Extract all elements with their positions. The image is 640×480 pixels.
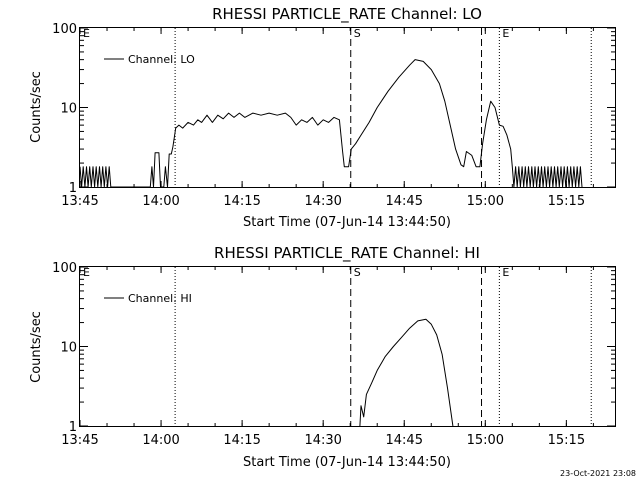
x-tick-label: 15:00 — [467, 433, 504, 448]
marker-group: S EE — [83, 266, 592, 426]
x-tick-label: 14:00 — [142, 433, 179, 448]
chart-title: RHESSI PARTICLE_RATE Channel: LO — [212, 5, 482, 24]
x-tick-label: 15:15 — [548, 194, 585, 209]
y-tick-label: 1 — [69, 181, 77, 196]
legend: Channel: HI — [104, 292, 192, 305]
legend-label: Channel: HI — [128, 292, 192, 305]
chart-hi: RHESSI PARTICLE_RATE Channel: HI Counts/… — [29, 244, 616, 470]
plot-frame — [79, 266, 616, 427]
legend-label: Channel: LO — [128, 53, 195, 66]
marker-label: E — [502, 27, 509, 40]
marker-label: S — [354, 266, 361, 279]
x-tick-label: 15:15 — [548, 433, 585, 448]
x-tick-label: 14:15 — [223, 433, 260, 448]
legend: Channel: LO — [104, 53, 195, 66]
y-tick-label: 100 — [52, 261, 77, 276]
y-axis-label: Counts/sec — [29, 71, 44, 143]
chart-title: RHESSI PARTICLE_RATE Channel: HI — [214, 244, 480, 263]
tick-group: 13:45 14:00 14:15 14:30 14:45 15:00 15:15 1 10 10… — [52, 261, 615, 448]
x-tick-label: 14:45 — [386, 194, 423, 209]
x-tick-label: 13:45 — [61, 194, 98, 209]
y-tick-label: 10 — [60, 341, 77, 356]
x-tick-label: 15:00 — [467, 194, 504, 209]
marker-label: E — [83, 27, 90, 40]
chart-lo: RHESSI PARTICLE_RATE Channel: LO Counts/… — [29, 5, 616, 230]
footer-timestamp: 23-Oct-2021 23:08 — [560, 469, 636, 478]
y-tick-label: 100 — [52, 22, 77, 37]
y-tick-label: 1 — [69, 420, 77, 435]
series-line — [79, 59, 583, 188]
y-axis-label: Counts/sec — [29, 311, 44, 383]
marker-group: S EE — [83, 27, 592, 187]
series-group — [359, 318, 454, 427]
x-tick-label: 14:45 — [386, 433, 423, 448]
x-tick-label: 14:00 — [142, 194, 179, 209]
marker-label: E — [83, 266, 90, 279]
plot-frame — [79, 27, 616, 188]
x-tick-label: 13:45 — [61, 433, 98, 448]
marker-label: E — [502, 266, 509, 279]
x-tick-label: 14:30 — [304, 433, 341, 448]
x-axis-label: Start Time (07-Jun-14 13:44:50) — [243, 215, 451, 230]
marker-label: S — [354, 27, 361, 40]
x-tick-label: 14:15 — [223, 194, 260, 209]
series-line — [359, 318, 454, 427]
series-group — [79, 59, 583, 188]
tick-group: 13:45 14:00 14:15 14:30 14:45 15:00 15:15 1 10 10… — [52, 22, 615, 209]
y-tick-label: 10 — [60, 102, 77, 117]
x-tick-label: 14:30 — [304, 194, 341, 209]
x-axis-label: Start Time (07-Jun-14 13:44:50) — [243, 455, 451, 470]
